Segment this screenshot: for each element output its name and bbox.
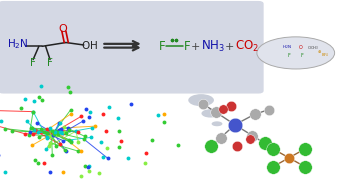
Text: $\mathsf{H_2N}$: $\mathsf{H_2N}$ [7, 37, 28, 51]
Text: $\mathsf{+}$: $\mathsf{+}$ [224, 41, 234, 52]
FancyBboxPatch shape [0, 1, 264, 94]
Ellipse shape [188, 94, 214, 106]
Text: $\mathsf{F}$: $\mathsf{F}$ [46, 56, 54, 68]
Text: $\mathsf{NH_3}$: $\mathsf{NH_3}$ [201, 39, 225, 54]
Text: $\mathsf{H_2N}$: $\mathsf{H_2N}$ [283, 43, 292, 51]
Ellipse shape [212, 121, 222, 126]
Text: $\mathsf{F}$: $\mathsf{F}$ [158, 40, 166, 53]
Text: $\mathsf{O}$: $\mathsf{O}$ [58, 22, 69, 34]
Text: $\mathsf{F}$: $\mathsf{F}$ [287, 51, 291, 59]
Text: $\mathsf{CO_2}$: $\mathsf{CO_2}$ [235, 39, 259, 54]
Text: $\oplus$: $\oplus$ [317, 48, 322, 56]
Text: $\mathsf{F}$: $\mathsf{F}$ [300, 51, 305, 59]
Text: $\mathsf{+}$: $\mathsf{+}$ [190, 41, 200, 52]
Ellipse shape [257, 37, 335, 69]
Text: $\mathsf{O}$: $\mathsf{O}$ [298, 43, 304, 51]
Text: $\mathsf{OCH_3}$: $\mathsf{OCH_3}$ [307, 44, 319, 52]
Ellipse shape [201, 109, 219, 118]
Text: $\mathsf{F}$: $\mathsf{F}$ [29, 56, 37, 68]
Text: $\mathsf{F}$: $\mathsf{F}$ [183, 40, 191, 53]
Text: $\mathsf{OH}$: $\mathsf{OH}$ [81, 39, 98, 51]
Text: $\mathsf{BF_4}$: $\mathsf{BF_4}$ [321, 51, 330, 59]
